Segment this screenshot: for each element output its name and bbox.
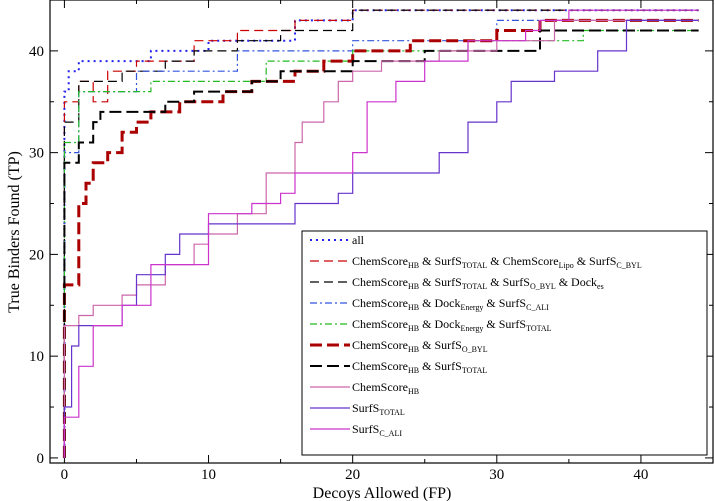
axis-ticks: 0 10 20 30 40 0 10 20 30 40 <box>29 0 713 483</box>
series-line-1 <box>63 9 699 458</box>
legend-label-part: & Dock <box>419 317 460 331</box>
legend-label-part: ChemScore <box>352 317 408 331</box>
series-layer <box>62 9 699 458</box>
legend-label-5: ChemScoreHB & SurfSO_BYL <box>352 338 488 354</box>
legend-label-part: SurfS <box>352 401 379 415</box>
legend-label-part: O_BYL <box>530 282 556 291</box>
legend-label-part: & SurfS <box>419 338 462 352</box>
legend-label-part: Energy <box>460 303 483 312</box>
y-tick-label: 0 <box>37 451 45 467</box>
legend-label-0: all <box>352 233 365 247</box>
legend-label-part: & Dock <box>419 296 460 310</box>
legend-label-part: Energy <box>460 324 483 333</box>
legend-label-part: HB <box>408 387 419 396</box>
legend-label-9: SurfSC_ALI <box>352 422 402 438</box>
y-tick-label: 30 <box>29 146 44 162</box>
y-tick-label: 20 <box>29 247 44 263</box>
legend-label-part: Lipo <box>559 261 574 270</box>
legend-label-part: O_BYL <box>462 345 488 354</box>
legend-label-part: HB <box>408 261 419 270</box>
legend-label-part: & SurfS <box>487 275 530 289</box>
legend-label-3: ChemScoreHB & DockEnergy & SurfSC_ALI <box>352 296 549 312</box>
series-line-0 <box>63 9 699 458</box>
legend-label-part: TOTAL <box>526 324 552 333</box>
legend-box <box>301 230 708 456</box>
series-line-5 <box>62 18 699 458</box>
y-tick-label: 40 <box>29 44 44 60</box>
legend-label-part: ChemScore <box>352 254 408 268</box>
legend-label-part: es <box>597 282 604 291</box>
legend-label-part: all <box>352 233 365 247</box>
legend-label-part: C_ALI <box>379 429 402 438</box>
legend-label-part: HB <box>408 303 419 312</box>
legend-label-part: HB <box>408 282 419 291</box>
legend-label-part: & ChemScore <box>487 254 558 268</box>
x-tick-label: 10 <box>201 467 216 483</box>
legend-label-part: ChemScore <box>352 275 408 289</box>
legend-label-part: HB <box>408 366 419 375</box>
legend-label-part: SurfS <box>352 422 379 436</box>
legend-label-4: ChemScoreHB & DockEnergy & SurfSTOTAL <box>352 317 552 333</box>
x-tick-label: 20 <box>345 467 360 483</box>
x-tick-label: 30 <box>489 467 504 483</box>
legend-label-part: & SurfS <box>483 317 526 331</box>
series-line-2 <box>63 9 699 458</box>
legend-label-part: TOTAL <box>379 408 405 417</box>
y-axis-title: True Binders Found (TP) <box>6 151 23 313</box>
legend-label-part: & Dock <box>556 275 597 289</box>
legend-label-part: & SurfS <box>419 275 462 289</box>
legend-label-part: C_ALI <box>526 303 549 312</box>
legend-label-7: ChemScoreHB <box>352 380 419 396</box>
legend-label-part: HB <box>408 345 419 354</box>
legend-label-6: ChemScoreHB & SurfSTOTAL <box>352 359 487 375</box>
legend-label-1: ChemScoreHB & SurfSTOTAL & ChemScoreLipo… <box>352 254 642 270</box>
legend-label-part: ChemScore <box>352 380 408 394</box>
x-tick-label: 40 <box>633 467 648 483</box>
legend-label-part: & SurfS <box>483 296 526 310</box>
legend-label-part: & SurfS <box>419 254 462 268</box>
legend-label-part: & SurfS <box>574 254 617 268</box>
legend-label-part: TOTAL <box>462 282 488 291</box>
series-line-9 <box>63 9 699 458</box>
legend-label-part: C_BYL <box>616 261 641 270</box>
series-line-4 <box>63 29 699 458</box>
legend-label-part: TOTAL <box>462 366 488 375</box>
legend-label-part: & SurfS <box>419 359 462 373</box>
legend-label-part: HB <box>408 324 419 333</box>
legend-label-part: ChemScore <box>352 338 408 352</box>
y-tick-label: 10 <box>29 349 44 365</box>
legend-label-part: ChemScore <box>352 359 408 373</box>
series-line-3 <box>63 19 699 458</box>
legend-label-2: ChemScoreHB & SurfSTOTAL & SurfSO_BYL & … <box>352 275 604 291</box>
legend-label-part: TOTAL <box>462 261 488 270</box>
legend-label-part: ChemScore <box>352 296 408 310</box>
x-axis-title: Decoys Allowed (FP) <box>313 485 452 501</box>
x-tick-label: 0 <box>61 467 69 483</box>
legend-label-8: SurfSTOTAL <box>352 401 405 417</box>
series-line-7 <box>63 19 699 458</box>
